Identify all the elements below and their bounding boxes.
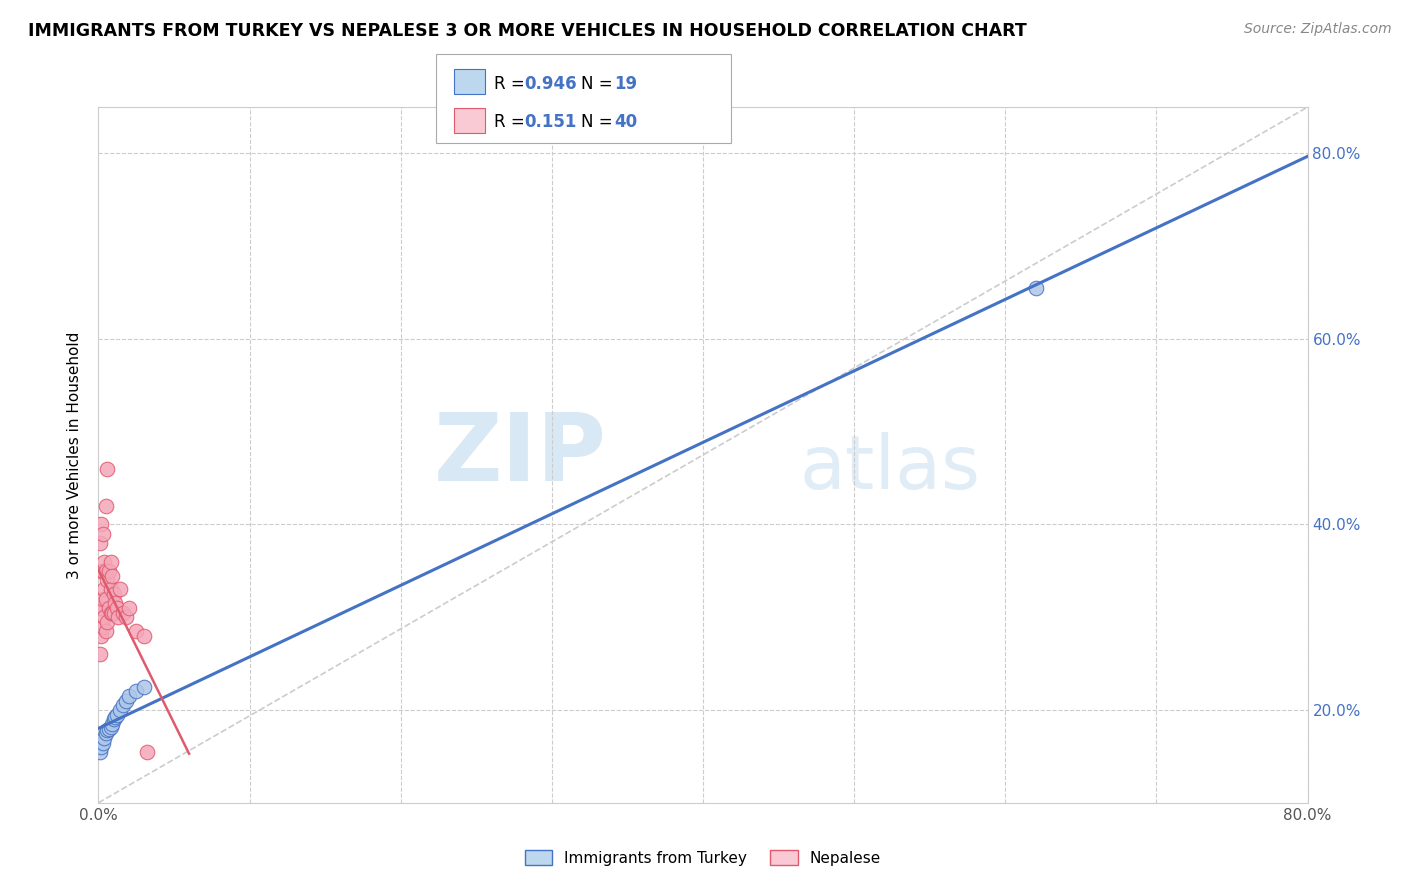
Point [104,710,127,724]
Point [107,610,129,624]
Point [93,555,115,569]
Point [90,740,112,755]
Point [100,582,122,597]
Point [91,564,114,578]
Point [93,731,115,745]
Text: N =: N = [581,75,617,93]
Point [90,517,112,532]
Point [94,564,117,578]
Point [98,564,121,578]
Point [108,582,131,597]
Point [104,596,127,610]
Point [125,684,148,698]
Text: Source: ZipAtlas.com: Source: ZipAtlas.com [1244,22,1392,37]
Point [101,568,124,582]
Point [103,606,125,620]
Point [94,499,117,513]
Text: 0.946: 0.946 [524,75,576,93]
Point [108,703,131,717]
Text: R =: R = [494,75,530,93]
Point [103,712,125,726]
Point [90,629,112,643]
Legend: Immigrants from Turkey, Nepalese: Immigrants from Turkey, Nepalese [519,844,887,871]
Text: ZIP: ZIP [433,409,606,501]
Text: 19: 19 [614,75,637,93]
Point [132,680,155,694]
Point [90,601,112,615]
Point [118,689,141,703]
Text: 0.151: 0.151 [524,113,576,131]
Text: N =: N = [581,113,617,131]
Point [91,526,114,541]
Point [100,720,122,734]
Point [91,591,114,606]
Point [94,726,117,740]
Point [96,615,118,629]
Point [96,462,118,476]
Point [111,606,134,620]
Point [111,698,134,713]
Point [89,745,111,759]
Y-axis label: 3 or more Vehicles in Household: 3 or more Vehicles in Household [67,331,83,579]
Point [94,624,117,639]
Point [1024,281,1046,295]
Point [98,601,121,615]
Point [89,536,111,550]
Text: R =: R = [494,113,530,131]
Point [132,629,155,643]
Point [94,591,117,606]
Point [91,619,114,633]
Point [101,717,124,731]
Point [93,610,115,624]
Point [135,745,157,759]
Text: atlas: atlas [800,433,981,506]
Point [101,606,124,620]
Text: 40: 40 [614,113,637,131]
Point [114,694,136,708]
Point [125,624,148,639]
Text: IMMIGRANTS FROM TURKEY VS NEPALESE 3 OR MORE VEHICLES IN HOUSEHOLD CORRELATION C: IMMIGRANTS FROM TURKEY VS NEPALESE 3 OR … [28,22,1026,40]
Point [103,587,125,601]
Point [93,582,115,597]
Point [98,722,121,736]
Point [91,735,114,749]
Point [100,606,122,620]
Point [105,601,128,615]
Point [105,707,128,722]
Point [114,610,136,624]
Point [118,601,141,615]
Point [89,648,111,662]
Point [89,601,111,615]
Point [96,723,118,738]
Point [100,555,122,569]
Point [90,564,112,578]
Point [96,573,118,587]
